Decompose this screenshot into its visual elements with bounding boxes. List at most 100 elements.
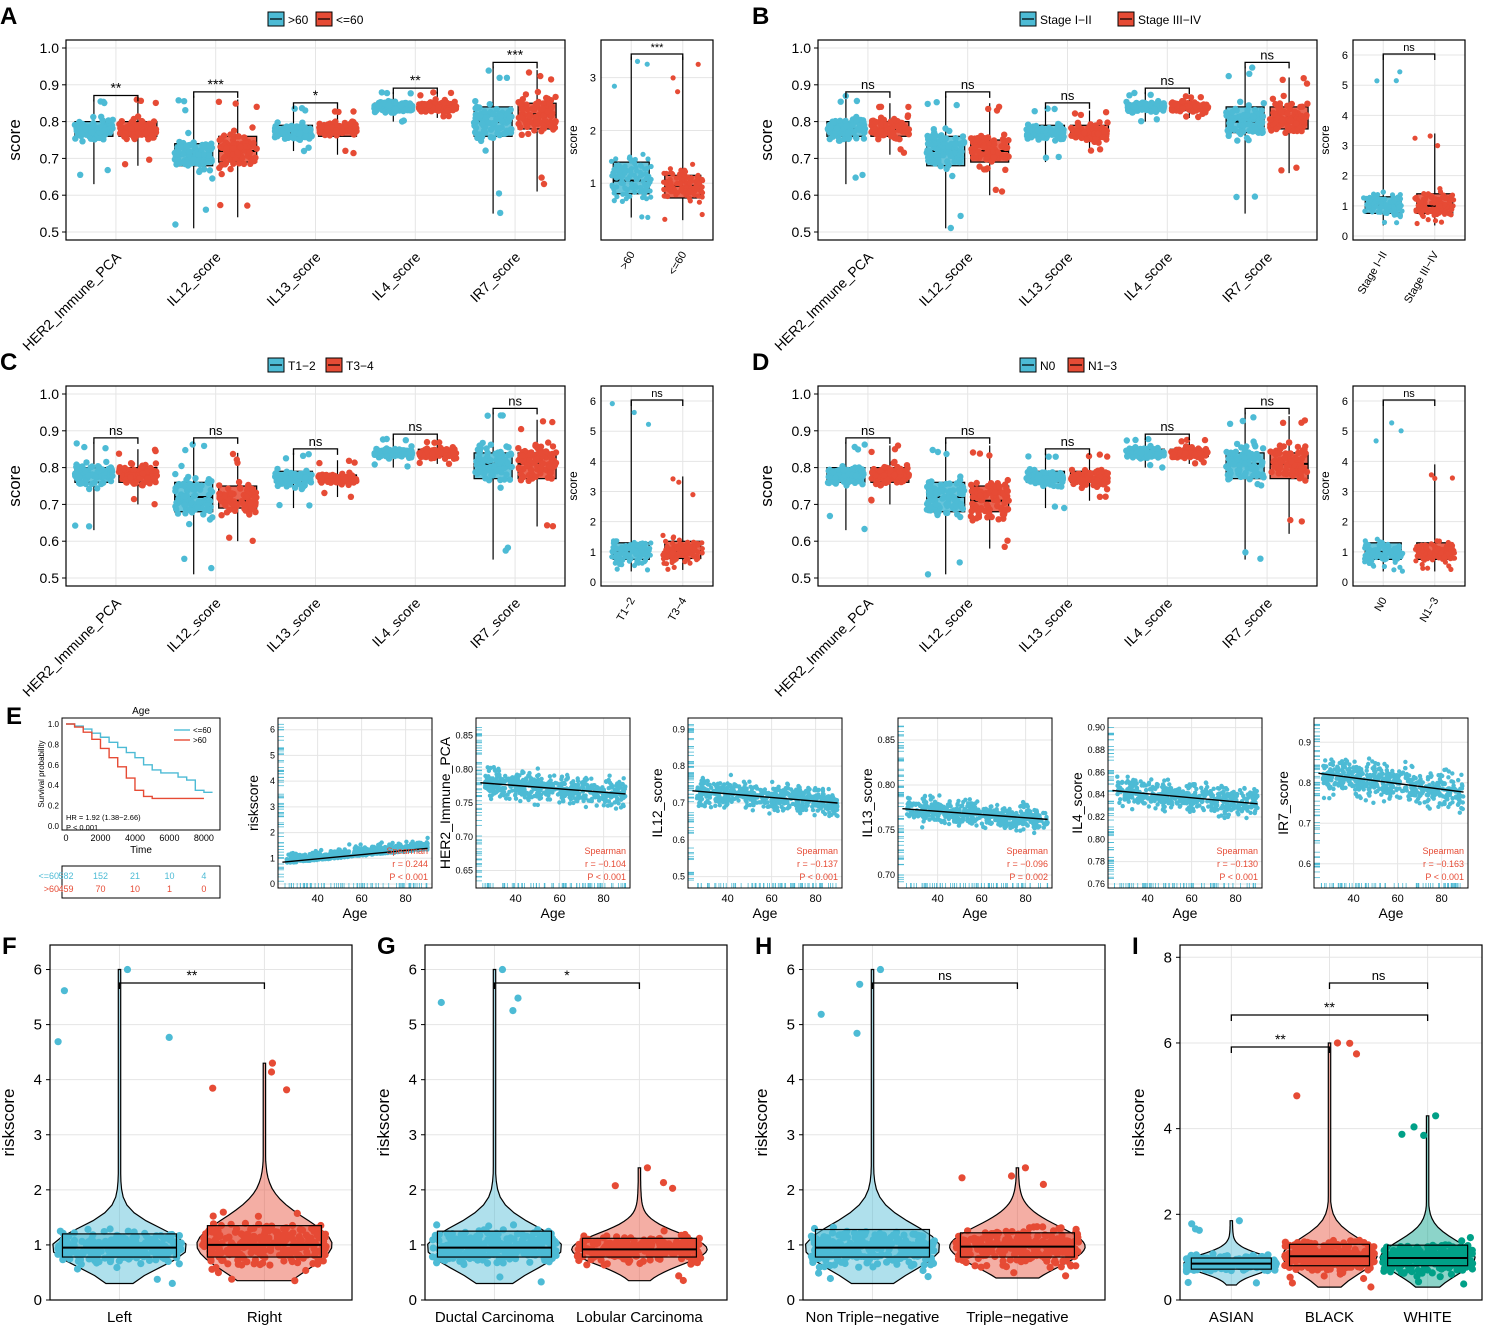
- jitter-A-1-1-point: [249, 124, 256, 131]
- jitter-D-2-1-point: [1076, 476, 1084, 483]
- jitter-D-4-1-point: [1298, 465, 1305, 472]
- jitter-B-1-1-point: [975, 148, 982, 156]
- jitter-D-4-1-point: [1288, 458, 1295, 465]
- side-jitter-A-0-point: [645, 156, 651, 162]
- legend-label: T1−2: [288, 359, 316, 373]
- jitter-C-3-1-point: [450, 450, 457, 457]
- side-jitter-C-0-point: [618, 546, 624, 552]
- jitter-A-4-0-point: [473, 131, 481, 138]
- jitter-B-3-0-point: [1147, 91, 1154, 99]
- side-jitter-A-0-point: [611, 83, 618, 89]
- jitter-D-1-1-point: [996, 483, 1003, 490]
- jitter-D-1-0-point: [956, 559, 963, 566]
- jitter-D-4-1-point: [1269, 449, 1277, 456]
- jitter-D-4-1-point: [1277, 444, 1284, 452]
- jitter-A-4-0-point: [486, 101, 493, 108]
- jitter-D-4-0-point: [1250, 414, 1257, 421]
- jitter-D-3-1-point: [1182, 450, 1189, 457]
- side-jitter-A-0-point: [634, 58, 641, 64]
- jitter-D-4-1-point: [1279, 419, 1287, 426]
- jitter-C-1-1-point: [246, 511, 253, 518]
- jitter-A-0-0-point: [109, 125, 116, 132]
- jitter-B-1-0-point: [947, 224, 954, 232]
- side-jitter-A-1-points: [661, 61, 706, 222]
- side-jitter-A-0-point: [648, 176, 654, 182]
- jitter-A-0-0-point: [88, 129, 96, 136]
- jitter-D-3-0-point: [1124, 453, 1131, 460]
- jitter-C-4-0-point: [504, 460, 512, 467]
- jitter-A-4-1-point: [540, 122, 547, 129]
- side-jitter-D-0-point: [1397, 564, 1403, 570]
- jitter-D-0-0-point: [826, 512, 834, 520]
- jitter-C-1-0-point: [185, 473, 192, 481]
- side-jitter-A-1-point: [685, 190, 691, 196]
- jitter-B-1-1-points: [968, 103, 1012, 195]
- side-jitter-D-1-point: [1438, 550, 1444, 556]
- jitter-C-4-1-point: [520, 473, 527, 481]
- side-jitter-C-0-point: [631, 562, 638, 569]
- x-tick-label: IL13_score: [263, 595, 323, 655]
- jitter-A-4-1-point: [518, 114, 526, 122]
- jitter-D-1-0-point: [937, 481, 945, 488]
- jitter-B-2-0-point: [1042, 154, 1050, 161]
- jitter-C-4-1-point: [548, 475, 555, 482]
- jitter-B-4-1-point: [1284, 110, 1291, 117]
- jitter-C-3-1-point: [443, 446, 450, 453]
- side-jitter-C-1-point: [671, 564, 677, 571]
- jitter-C-2-1-point: [351, 459, 358, 466]
- side-y-tick-label: 6: [1342, 50, 1348, 62]
- side-y-tick-label: 3: [590, 73, 596, 85]
- jitter-B-0-0-point: [852, 174, 859, 181]
- side-jitter-A-0-point: [611, 185, 617, 191]
- jitter-B-4-1-point: [1298, 112, 1305, 120]
- jitter-A-4-1-point: [547, 122, 554, 130]
- jitter-B-0-0-point: [830, 119, 837, 126]
- side-jitter-A-1-point: [695, 172, 701, 178]
- side-y-tick-label: 2: [590, 125, 596, 137]
- jitter-C-1-0-point: [174, 499, 181, 507]
- side-x-tick-label: T3−4: [666, 596, 689, 624]
- jitter-D-2-1-point: [1102, 493, 1109, 500]
- jitter-A-0-0-point: [79, 138, 86, 145]
- jitter-A-0-1-point: [137, 97, 145, 105]
- jitter-B-4-0-point: [1251, 193, 1259, 200]
- jitter-C-4-1-point: [550, 463, 557, 471]
- jitter-D-3-1-point: [1191, 451, 1199, 458]
- jitter-B-0-1-point: [896, 136, 903, 143]
- side-y-tick-label: 6: [590, 396, 596, 408]
- side-jitter-A-1-point: [662, 216, 668, 222]
- jitter-B-1-1-point: [969, 149, 977, 156]
- side-jitter-C-0-point: [614, 566, 620, 572]
- jitter-B-1-1-point: [984, 148, 991, 155]
- side-x-tick-label: N1−3: [1418, 596, 1442, 625]
- jitter-B-3-1-point: [1183, 113, 1190, 120]
- jitter-B-2-1-point: [1081, 129, 1088, 137]
- x-tick-label: IL12_score: [164, 595, 224, 655]
- side-y-tick-label: 3: [1342, 487, 1348, 499]
- jitter-C-1-0-point: [208, 564, 215, 572]
- jitter-B-2-1-points: [1068, 109, 1111, 154]
- jitter-C-4-0-point: [497, 484, 504, 491]
- sig-B-1-bracket: [945, 91, 991, 98]
- jitter-A-4-1-point: [540, 180, 548, 188]
- jitter-B-1-0-point: [958, 140, 965, 147]
- jitter-D-4-1-point: [1268, 468, 1275, 476]
- jitter-B-1-1-point: [992, 186, 999, 193]
- side-jitter-C-1-point: [677, 541, 683, 547]
- jitter-C-4-1-point: [549, 418, 556, 426]
- jitter-A-4-0-point: [472, 124, 480, 131]
- jitter-A-4-1-point: [546, 100, 553, 108]
- jitter-D-1-0-point: [932, 501, 940, 508]
- jitter-B-0-0-points: [824, 92, 869, 181]
- jitter-B-1-1-point: [991, 141, 998, 148]
- y-tick-label: 0.5: [40, 570, 60, 586]
- side-jitter-A-1-point: [677, 181, 683, 187]
- jitter-B-0-0-point: [843, 122, 850, 129]
- jitter-C-3-0-point: [386, 446, 393, 454]
- jitter-A-0-1-point: [146, 156, 153, 163]
- jitter-C-0-1-point: [130, 495, 138, 503]
- jitter-D-4-0-point: [1234, 467, 1242, 474]
- jitter-B-4-0-point: [1259, 119, 1266, 126]
- jitter-C-2-1-point: [316, 472, 323, 479]
- side-jitter-A-0-point: [638, 162, 644, 168]
